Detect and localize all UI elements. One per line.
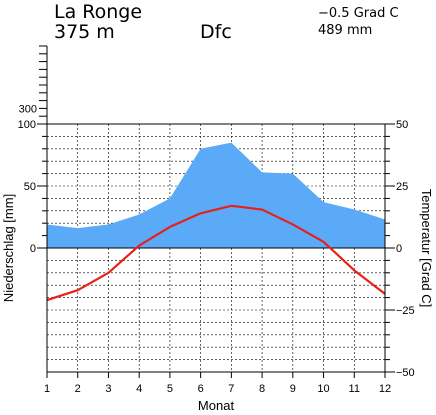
x-tick-label: 7 xyxy=(228,383,234,395)
right-tick-label: −25 xyxy=(396,305,415,317)
compressed-precipitation-axis: 300 xyxy=(19,45,48,124)
x-axis-label: Monat xyxy=(198,398,235,413)
right-axis-label: Temperatur [Grad C] xyxy=(419,189,434,308)
x-tick-label: 2 xyxy=(75,383,81,395)
x-tick-label: 5 xyxy=(167,383,173,395)
temperature-line xyxy=(46,204,386,302)
left-tick-label: 0 xyxy=(30,243,36,255)
temperature-series xyxy=(46,204,386,302)
left-tick-label: 50 xyxy=(24,181,36,193)
station-name: La Ronge xyxy=(54,1,142,23)
right-tick-label: 0 xyxy=(396,243,402,255)
x-tick-label: 3 xyxy=(105,383,111,395)
x-tick-label: 9 xyxy=(290,383,296,395)
precipitation-series xyxy=(47,142,385,249)
x-tick-label: 6 xyxy=(198,383,204,395)
x-axis: 1 2 3 4 5 6 7 8 9 10 11 12 xyxy=(44,372,391,395)
left-axis: 100 50 0 xyxy=(18,119,47,255)
mean-temperature: −0.5 Grad C xyxy=(318,6,399,21)
x-tick-label: 8 xyxy=(259,383,265,395)
upper-tick-label: 300 xyxy=(19,103,37,115)
right-tick-label: 50 xyxy=(396,119,408,131)
right-axis: 50 25 0 −25 −50 xyxy=(385,119,415,379)
climate-class: Dfc xyxy=(200,21,232,43)
left-tick-label: 100 xyxy=(18,119,36,131)
right-tick-label: −50 xyxy=(396,367,415,379)
x-tick-label: 11 xyxy=(349,383,360,395)
x-tick-label: 4 xyxy=(136,383,142,395)
x-tick-label: 10 xyxy=(317,383,329,395)
precipitation-area xyxy=(47,142,385,248)
station-elevation: 375 m xyxy=(54,21,115,43)
left-axis-label: Niederschlag [mm] xyxy=(1,194,16,302)
right-tick-label: 25 xyxy=(396,181,408,193)
annual-precipitation: 489 mm xyxy=(318,23,372,38)
x-tick-label: 12 xyxy=(379,383,391,395)
x-tick-label: 1 xyxy=(44,383,50,395)
